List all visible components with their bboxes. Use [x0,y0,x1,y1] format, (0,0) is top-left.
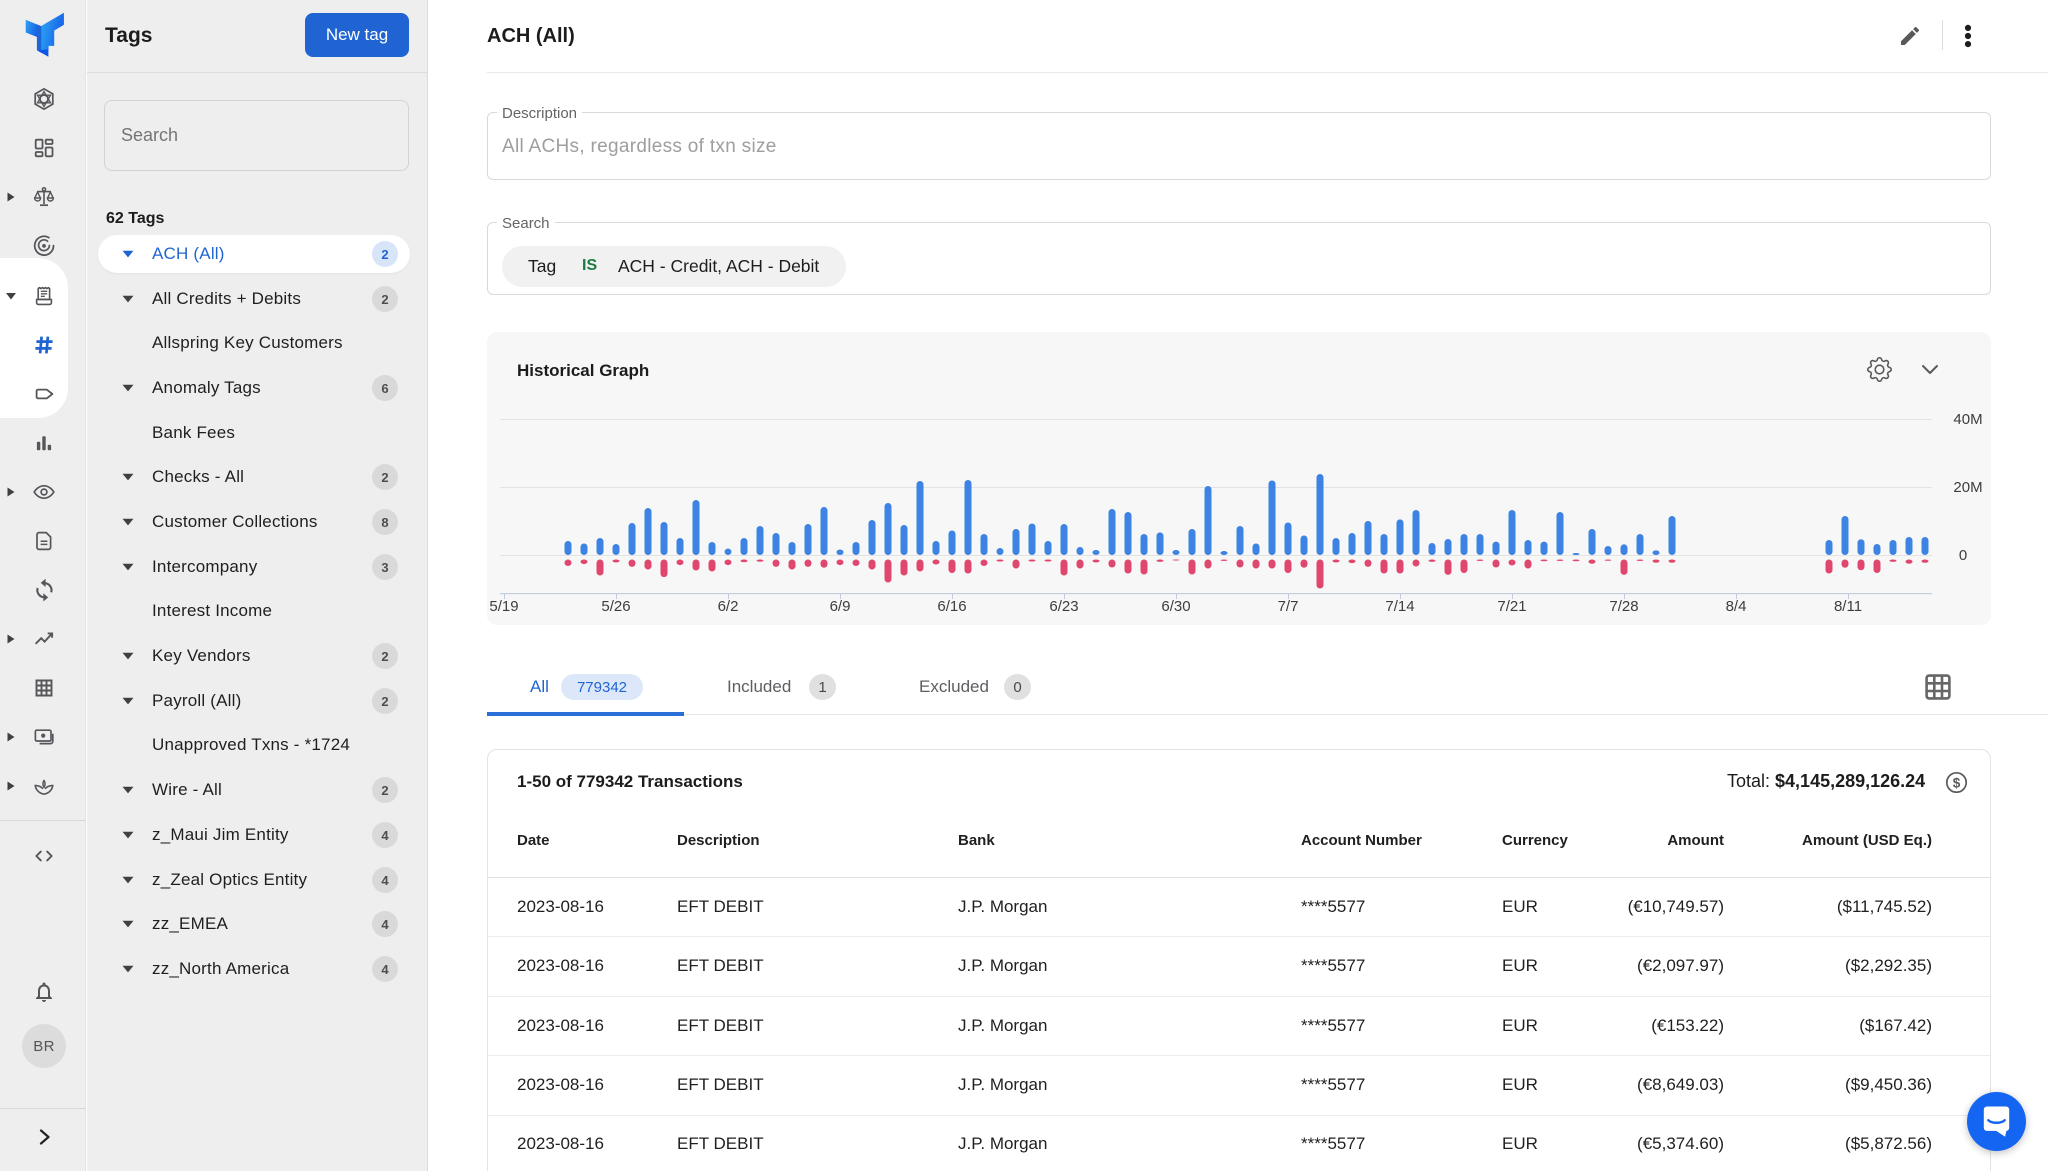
svg-text:8/4: 8/4 [1726,598,1747,615]
svg-text:$: $ [1953,775,1961,790]
svg-text:6/16: 6/16 [937,598,966,615]
svg-text:7/14: 7/14 [1385,598,1414,615]
svg-text:7/28: 7/28 [1609,598,1638,615]
svg-text:20M: 20M [1953,479,1982,496]
svg-text:6/30: 6/30 [1161,598,1190,615]
svg-text:8/11: 8/11 [1834,598,1862,615]
svg-text:7/21: 7/21 [1497,598,1526,615]
svg-text:6/2: 6/2 [718,598,739,615]
svg-text:7/7: 7/7 [1278,598,1299,615]
svg-text:6/23: 6/23 [1049,598,1078,615]
svg-text:5/19: 5/19 [489,598,518,615]
svg-text:0: 0 [1959,547,1967,564]
svg-text:40M: 40M [1953,411,1982,428]
svg-text:5/26: 5/26 [601,598,630,615]
svg-text:6/9: 6/9 [830,598,851,615]
